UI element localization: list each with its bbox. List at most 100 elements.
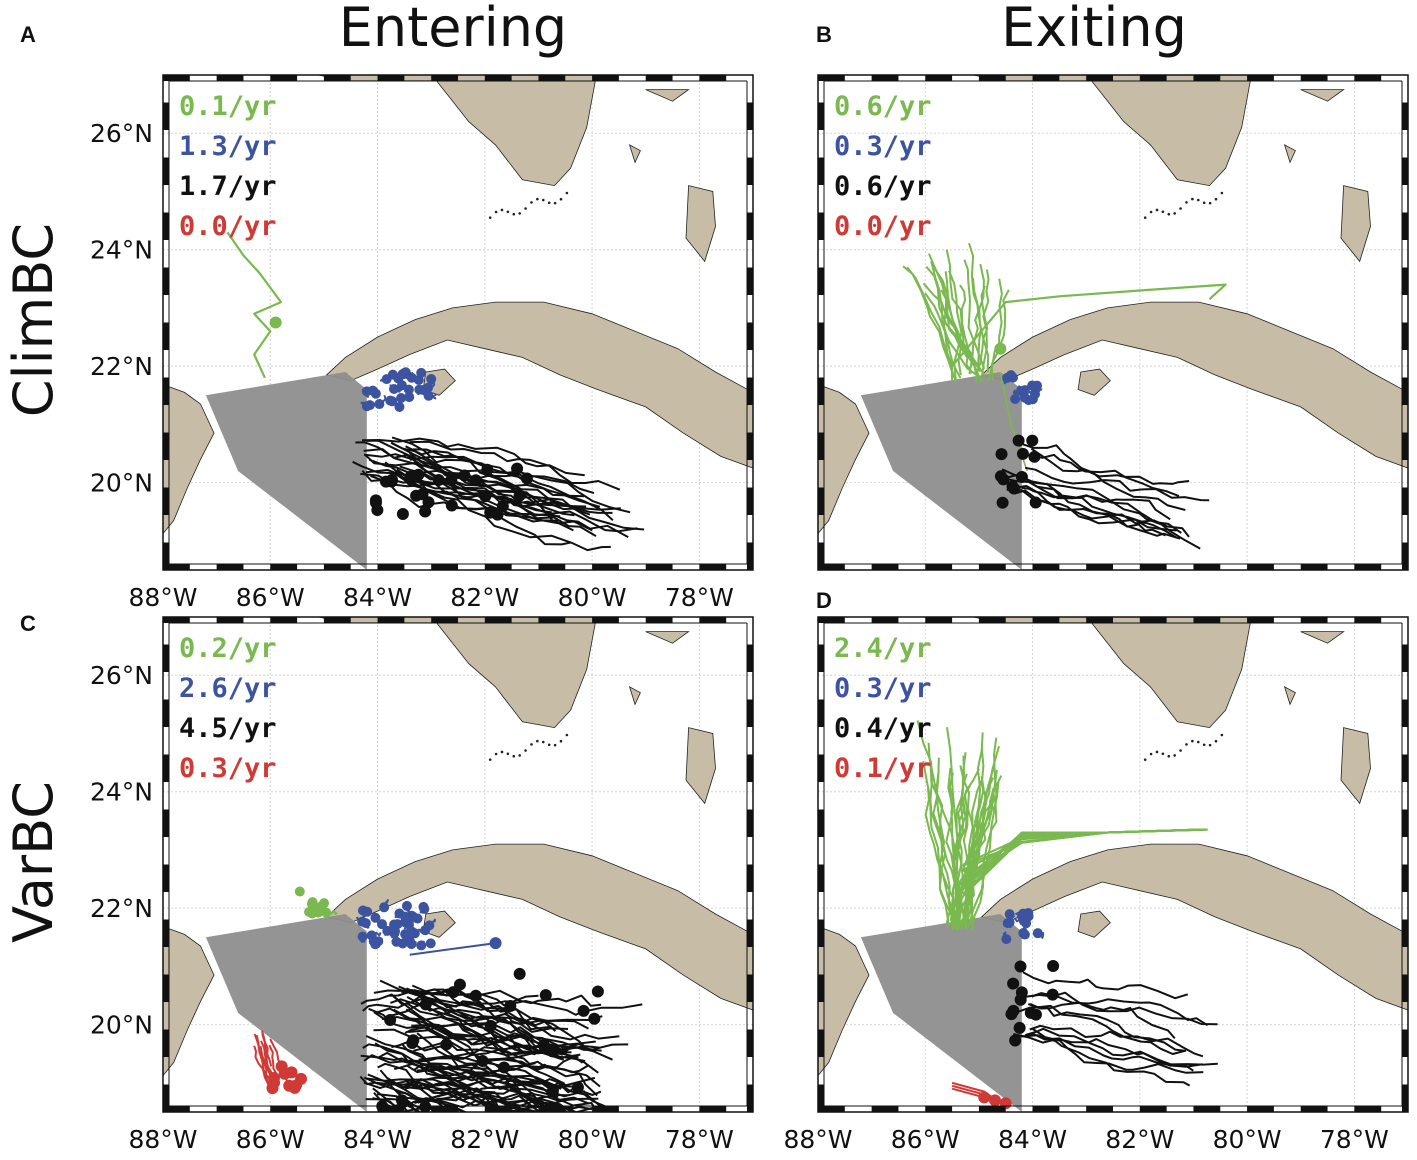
frame-segment <box>818 919 824 947</box>
frame-segment <box>163 1029 169 1057</box>
map-frame <box>162 616 754 1113</box>
frame-segment <box>1300 1106 1328 1112</box>
x-tick-label: 78°W <box>665 1125 734 1154</box>
key-island <box>1196 740 1200 744</box>
land-grand-bahama <box>645 89 690 102</box>
black-trajectory <box>363 1079 537 1112</box>
blue-point <box>407 911 418 922</box>
rate-label-black: 0.6/yr <box>834 171 932 202</box>
frame-segment <box>1354 564 1382 570</box>
frame-segment <box>431 1106 458 1112</box>
rate-label-black: 1.7/yr <box>179 171 277 202</box>
blue-point <box>409 928 420 939</box>
frame-segment <box>978 1106 1006 1112</box>
frame-segment <box>377 564 405 570</box>
x-tick-label: 78°W <box>665 583 734 612</box>
rate-label-green: 0.1/yr <box>179 91 277 122</box>
frame-segment <box>871 75 899 81</box>
black-trajectory <box>397 1091 597 1112</box>
frame-segment <box>978 617 1006 623</box>
blue-point <box>385 395 396 406</box>
frame-segment <box>1402 919 1408 947</box>
frame-segment <box>323 75 351 81</box>
green-trajectory <box>946 289 973 374</box>
black-trajectory <box>393 1008 601 1056</box>
frame-segment <box>1402 699 1408 727</box>
key-island <box>1179 207 1182 210</box>
blue-point <box>367 385 378 396</box>
blue-point <box>360 918 371 929</box>
land-bimini-island <box>628 144 641 164</box>
key-island <box>1155 208 1159 212</box>
frame-segment <box>747 102 753 130</box>
trajectories <box>226 231 645 552</box>
blue-point <box>416 940 427 951</box>
key-island <box>518 754 521 757</box>
frame-segment <box>592 1106 619 1112</box>
frame-segment <box>1402 1084 1408 1112</box>
x-tick-label: 82°W <box>450 1125 519 1154</box>
land-bimini-island <box>628 686 641 706</box>
frame-segment <box>216 75 244 81</box>
frame-segment <box>163 919 169 947</box>
frame-segment <box>270 617 298 623</box>
land-eleuthera-island <box>756 157 775 192</box>
black-trajectory <box>1018 1004 1187 1055</box>
black-point <box>404 470 417 483</box>
x-tick-label: 86°W <box>236 1125 305 1154</box>
frame-segment <box>747 809 753 837</box>
black-point <box>1016 447 1029 460</box>
x-tick-label: 80°W <box>1213 1125 1282 1154</box>
black-point <box>995 448 1008 461</box>
frame-segment <box>978 564 1006 570</box>
land-cuba <box>325 301 753 469</box>
frame-segment <box>818 267 824 295</box>
black-point <box>504 999 517 1012</box>
black-trajectory <box>359 1075 546 1112</box>
key-island <box>1179 749 1182 752</box>
black-point <box>396 507 409 520</box>
frame-segment <box>818 864 824 892</box>
frame-segment <box>1193 1106 1221 1112</box>
black-trajectory <box>383 1080 468 1112</box>
black-point <box>1006 480 1019 493</box>
blue-point <box>1019 929 1030 940</box>
frame-segment <box>484 564 512 570</box>
frame-segment <box>323 1106 351 1112</box>
frame-segment <box>323 617 351 623</box>
x-tick-label: 82°W <box>1105 1125 1174 1154</box>
rate-label-green: 0.6/yr <box>834 91 932 122</box>
frame-segment <box>747 542 753 570</box>
frame-segment <box>1032 75 1060 81</box>
frame-segment <box>163 864 169 892</box>
land-yucatan <box>163 926 215 1077</box>
blue-point <box>361 401 372 412</box>
blue-point <box>426 373 437 384</box>
black-trajectory <box>409 455 631 514</box>
black-trajectory <box>413 1039 598 1097</box>
frame-segment <box>818 644 824 672</box>
key-island <box>518 212 521 215</box>
black-point <box>1014 960 1027 973</box>
land-andros-island <box>1340 185 1371 263</box>
black-point <box>1046 988 1059 1001</box>
frame-segment <box>163 542 169 570</box>
key-island <box>559 197 563 201</box>
frame-segment <box>747 267 753 295</box>
frame-segment <box>1300 75 1328 81</box>
rate-label-blue: 0.3/yr <box>834 673 932 704</box>
frame-segment <box>747 212 753 240</box>
blue-point <box>1004 909 1015 920</box>
black-trajectory <box>413 988 569 1033</box>
frame-segment <box>818 564 845 570</box>
frame-segment <box>163 157 169 185</box>
black-trajectory <box>363 1054 559 1112</box>
frame-segment <box>1300 617 1328 623</box>
frame-segment <box>592 564 619 570</box>
black-point <box>1026 434 1039 447</box>
key-island <box>1214 739 1218 743</box>
y-tick-label: 24°N <box>90 236 153 265</box>
rate-label-green: 2.4/yr <box>834 633 932 664</box>
panel-label-b: B <box>816 22 832 47</box>
